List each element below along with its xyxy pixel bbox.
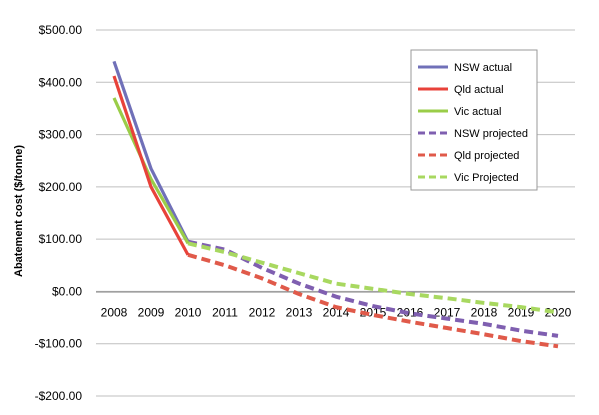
- legend: NSW actual Qld actual Vic actual NSW projec…: [410, 49, 538, 191]
- x-tick-label: 2014: [323, 305, 350, 319]
- x-axis-tick-labels: 2008 2009 2010 2011 2012 2013 2014 2015 2016 2017…: [101, 305, 572, 319]
- x-tick-label: 2019: [508, 305, 535, 319]
- legend-label: Qld projected: [454, 150, 519, 162]
- y-tick-label: -$200.00: [35, 389, 83, 403]
- x-tick-label: 2020: [545, 305, 572, 319]
- series-line-nsw-actual: [112, 60, 190, 243]
- series-lines: [112, 60, 559, 349]
- y-tick-label: -$100.00: [35, 337, 83, 351]
- series-line-qld-projected: [187, 252, 559, 349]
- x-tick-label: 2011: [212, 305, 238, 319]
- x-tick-label: 2010: [175, 305, 202, 319]
- x-tick-label: 2013: [286, 305, 313, 319]
- x-tick-label: 2008: [101, 305, 128, 319]
- y-tick-label: $0.00: [52, 284, 82, 298]
- series-line-qld-actual: [112, 75, 190, 256]
- y-tick-label: $300.00: [39, 128, 83, 142]
- y-axis-tick-labels: $500.00 $400.00 $300.00 $200.00 $100.00 $0.00…: [35, 23, 83, 403]
- y-axis-title: Abatement cost ($/tonne): [13, 145, 25, 277]
- x-tick-label: 2012: [249, 305, 276, 319]
- series-line-nsw-projected: [187, 239, 559, 338]
- gridlines: [96, 29, 575, 397]
- y-tick-label: $400.00: [39, 75, 83, 89]
- y-tick-label: $100.00: [39, 232, 83, 246]
- legend-box: [410, 49, 538, 191]
- series-line-vic-projected: [187, 241, 559, 315]
- legend-label: Qld actual: [454, 84, 504, 96]
- y-tick-label: $200.00: [39, 180, 83, 194]
- y-tick-label: $500.00: [39, 23, 83, 37]
- x-tick-label: 2018: [471, 305, 498, 319]
- legend-label: Vic Projected: [454, 172, 519, 184]
- legend-label: NSW actual: [454, 62, 512, 74]
- x-tick-label: 2009: [138, 305, 165, 319]
- series-line-vic-actual: [112, 97, 190, 245]
- x-tick-label: 2017: [434, 305, 461, 319]
- legend-label: Vic actual: [454, 106, 502, 118]
- legend-label: NSW projected: [454, 128, 528, 140]
